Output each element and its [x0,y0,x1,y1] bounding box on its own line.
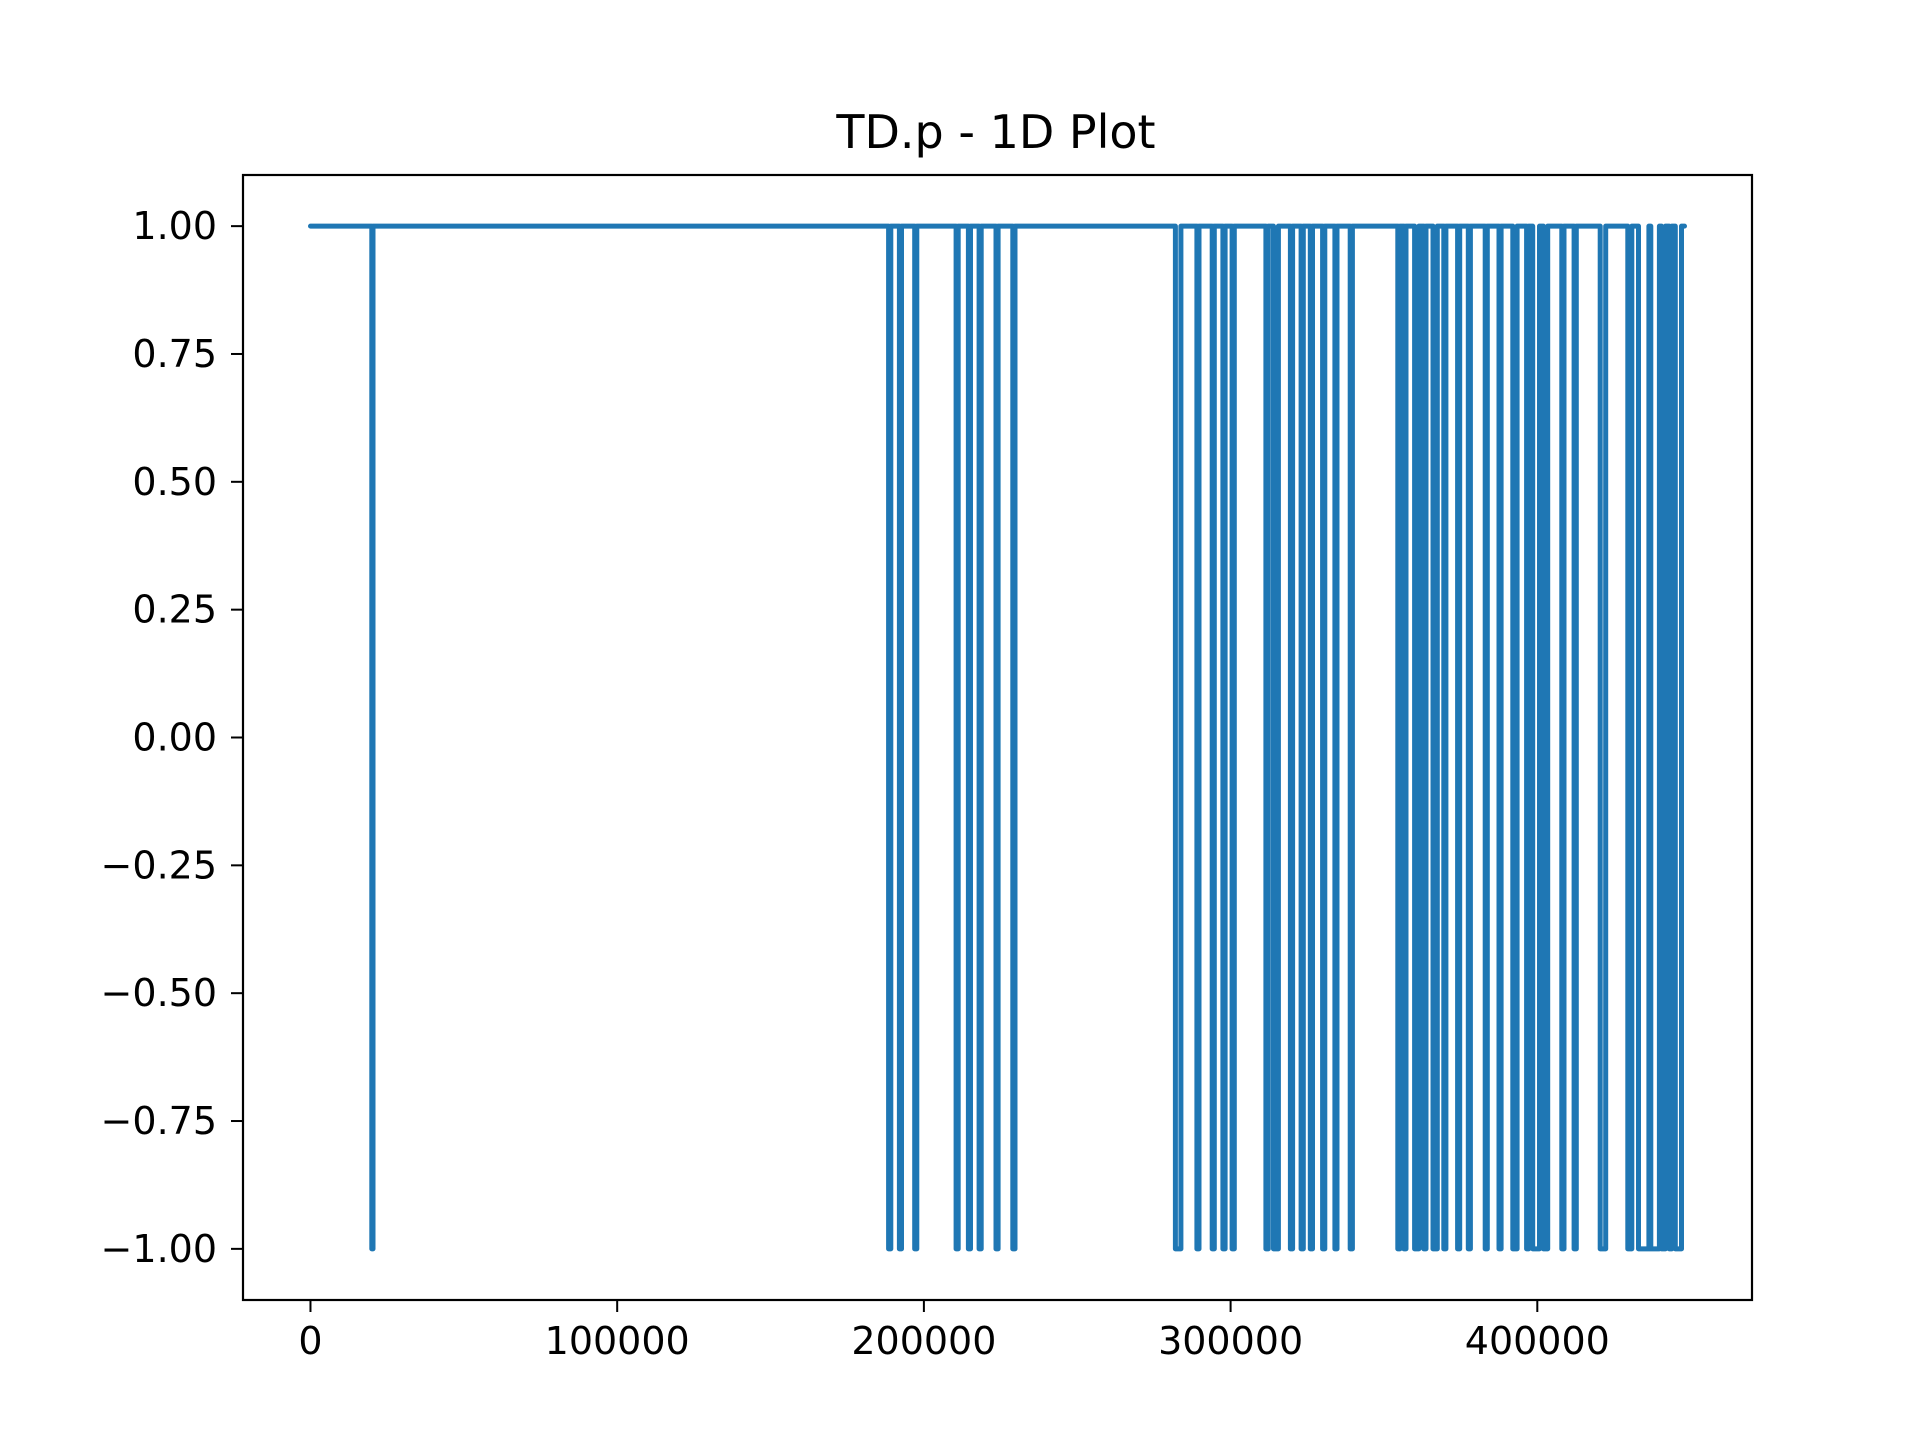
y-tick-label: −0.25 [101,843,217,887]
x-tick-label: 200000 [851,1319,996,1363]
x-tick-label: 100000 [545,1319,690,1363]
y-tick-label: 0.50 [132,460,217,504]
y-axis: 1.00 0.75 0.50 0.25 0.00 −0.25 −0.50 −0.75 −1.00 [101,204,243,1271]
y-tick-label: −1.00 [101,1227,217,1271]
y-tick-label: −0.75 [101,1099,217,1143]
x-axis: 0 100000 200000 300000 400000 [298,1300,1610,1363]
x-tick-label: 0 [298,1319,322,1363]
plot-frame [241,173,1754,1302]
y-tick-label: −0.50 [101,971,217,1015]
x-tick-label: 400000 [1465,1319,1610,1363]
y-tick-label: 1.00 [132,204,217,248]
x-tick-label: 300000 [1158,1319,1303,1363]
y-tick-label: 0.25 [132,588,217,632]
y-tick-label: 0.75 [132,332,217,376]
chart-title: TD.p - 1D Plot [835,105,1155,159]
series-layer [308,223,1687,1252]
y-tick-label: 0.00 [132,716,217,760]
series-line [308,223,1687,1252]
